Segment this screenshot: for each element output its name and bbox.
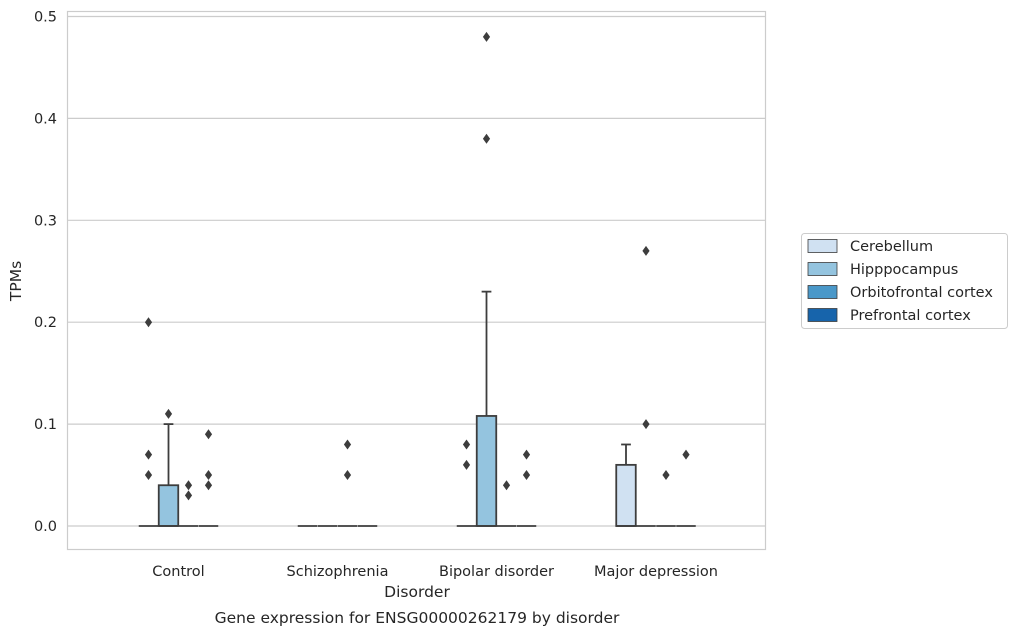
outlier-point — [144, 470, 153, 481]
legend-label: Cerebellum — [850, 239, 933, 255]
outlier-point — [662, 470, 670, 481]
legend-frame — [801, 233, 1008, 329]
y-tick-label: 0.2 — [34, 315, 57, 331]
y-axis-label: TPMs — [7, 261, 25, 302]
outlier-point — [642, 419, 650, 430]
outlier-point — [164, 408, 173, 419]
box-group — [636, 245, 656, 527]
y-tick-label: 0.4 — [34, 111, 57, 127]
legend-swatch — [807, 262, 838, 276]
outlier-point — [642, 245, 650, 256]
x-tick-label: Bipolar disorder — [439, 564, 554, 580]
legend-swatch — [807, 308, 838, 322]
y-tick-label: 0.0 — [34, 519, 57, 535]
box — [157, 484, 180, 527]
box — [475, 415, 498, 527]
chart-caption: Gene expression for ENSG00000262179 by d… — [215, 609, 620, 627]
outlier-point — [144, 449, 153, 460]
plot-area-frame — [66, 10, 767, 551]
box-group — [496, 480, 517, 527]
outlier-point — [343, 470, 352, 481]
box-group — [475, 31, 498, 527]
box-group — [337, 439, 358, 527]
outlier-point — [204, 480, 213, 491]
box-group — [456, 439, 477, 527]
legend-label: Orbitofrontal cortex — [850, 285, 993, 301]
outlier-point — [682, 449, 690, 460]
outlier-point — [502, 480, 511, 491]
y-tick-label: 0.1 — [34, 417, 57, 433]
outlier-point — [462, 439, 471, 450]
box-group — [138, 317, 159, 527]
box-group — [157, 408, 180, 527]
x-axis-label: Disorder — [384, 583, 450, 601]
outlier-point — [184, 480, 193, 491]
gridlines — [67, 15, 766, 527]
box-group — [198, 429, 219, 527]
legend: Cerebellum Hipppocampus Orbitofrontal cort… — [801, 233, 1008, 329]
legend-label: Prefrontal cortex — [850, 308, 971, 324]
x-tick-label: Control — [152, 564, 204, 580]
box-group — [615, 443, 637, 527]
x-axis-ticks: Control Schizophrenia Bipolar disorder Majo… — [152, 564, 718, 580]
outlier-point — [482, 133, 491, 144]
boxes — [138, 31, 696, 527]
outlier-point — [482, 31, 491, 42]
legend-swatch — [807, 285, 838, 299]
outlier-point — [343, 439, 352, 450]
outlier-point — [462, 459, 471, 470]
box-group — [178, 480, 199, 527]
outlier-point — [522, 449, 531, 460]
box-group — [656, 470, 676, 527]
outlier-point — [184, 490, 193, 501]
box — [615, 463, 637, 527]
x-tick-label: Schizophrenia — [287, 564, 389, 580]
legend-swatch — [807, 239, 838, 253]
x-tick-label: Major depression — [594, 564, 718, 580]
outlier-point — [522, 470, 531, 481]
box-group — [516, 449, 537, 527]
y-axis-ticks: 0.0 0.1 0.2 0.3 0.4 0.5 — [34, 10, 57, 536]
outlier-point — [144, 317, 153, 328]
y-tick-label: 0.5 — [34, 10, 57, 26]
legend-label: Hipppocampus — [850, 262, 958, 278]
outlier-point — [204, 429, 213, 440]
box-group — [676, 449, 696, 527]
y-tick-label: 0.3 — [34, 213, 57, 229]
outlier-point — [204, 470, 213, 481]
